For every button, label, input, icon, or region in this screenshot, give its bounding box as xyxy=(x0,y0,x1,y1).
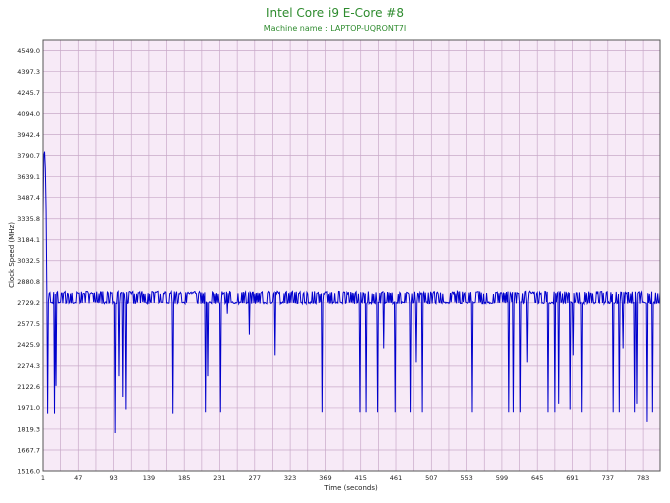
y-tick-label: 4094.0 xyxy=(17,110,40,118)
y-tick-label: 2425.9 xyxy=(17,341,40,349)
x-tick-label: 323 xyxy=(284,474,296,482)
grid xyxy=(42,40,660,472)
x-axis-label: Time (seconds) xyxy=(323,484,378,492)
x-tick-label: 231 xyxy=(213,474,225,482)
y-tick-label: 3942.4 xyxy=(17,131,40,139)
x-tick-label: 507 xyxy=(425,474,437,482)
x-tick-label: 691 xyxy=(566,474,578,482)
x-tick-label: 369 xyxy=(319,474,331,482)
x-tick-label: 93 xyxy=(109,474,117,482)
chart-title: Intel Core i9 E-Core #8 xyxy=(266,6,404,20)
x-tick-label: 185 xyxy=(178,474,190,482)
y-tick-label: 1516.0 xyxy=(17,467,40,475)
y-tick-label: 2274.3 xyxy=(17,362,40,370)
y-tick-label: 1667.7 xyxy=(17,446,40,454)
y-tick-label: 3335.8 xyxy=(17,215,40,223)
x-tick-label: 599 xyxy=(496,474,508,482)
x-tick-label: 415 xyxy=(354,474,366,482)
series-line xyxy=(42,151,661,434)
x-tick-label: 139 xyxy=(143,474,155,482)
y-tick-label: 2729.2 xyxy=(17,299,40,307)
y-tick-label: 3639.1 xyxy=(17,173,40,181)
ticks: 1516.0 1667.7 1819.3 1971.0 2122.6 2274.3 2425… xyxy=(17,47,649,482)
x-tick-label: 1 xyxy=(41,474,45,482)
y-tick-label: 4549.0 xyxy=(17,47,40,55)
x-tick-label: 47 xyxy=(74,474,82,482)
x-tick-label: 783 xyxy=(637,474,649,482)
plot-border xyxy=(42,39,661,472)
y-tick-label: 2122.6 xyxy=(17,383,40,391)
y-tick-label: 1819.3 xyxy=(17,425,40,433)
x-tick-label: 461 xyxy=(390,474,402,482)
y-tick-label: 2577.5 xyxy=(17,320,40,328)
y-tick-label: 3184.1 xyxy=(17,236,40,244)
x-tick-label: 553 xyxy=(460,474,472,482)
x-tick-label: 645 xyxy=(531,474,543,482)
x-tick-label: 277 xyxy=(249,474,261,482)
y-tick-label: 3487.4 xyxy=(17,194,40,202)
chart-subtitle: Machine name : LAPTOP-UQRONT7I xyxy=(263,24,407,33)
x-tick-label: 737 xyxy=(602,474,614,482)
y-axis-label: Clock Speed (MHz) xyxy=(8,222,16,288)
y-tick-label: 3790.7 xyxy=(17,152,40,160)
y-tick-label: 2880.8 xyxy=(17,278,40,286)
y-tick-label: 1971.0 xyxy=(17,404,40,412)
y-tick-label: 3032.5 xyxy=(17,257,40,265)
y-tick-label: 4245.7 xyxy=(17,89,40,97)
y-tick-label: 4397.3 xyxy=(17,68,40,76)
plot-area xyxy=(43,40,660,471)
